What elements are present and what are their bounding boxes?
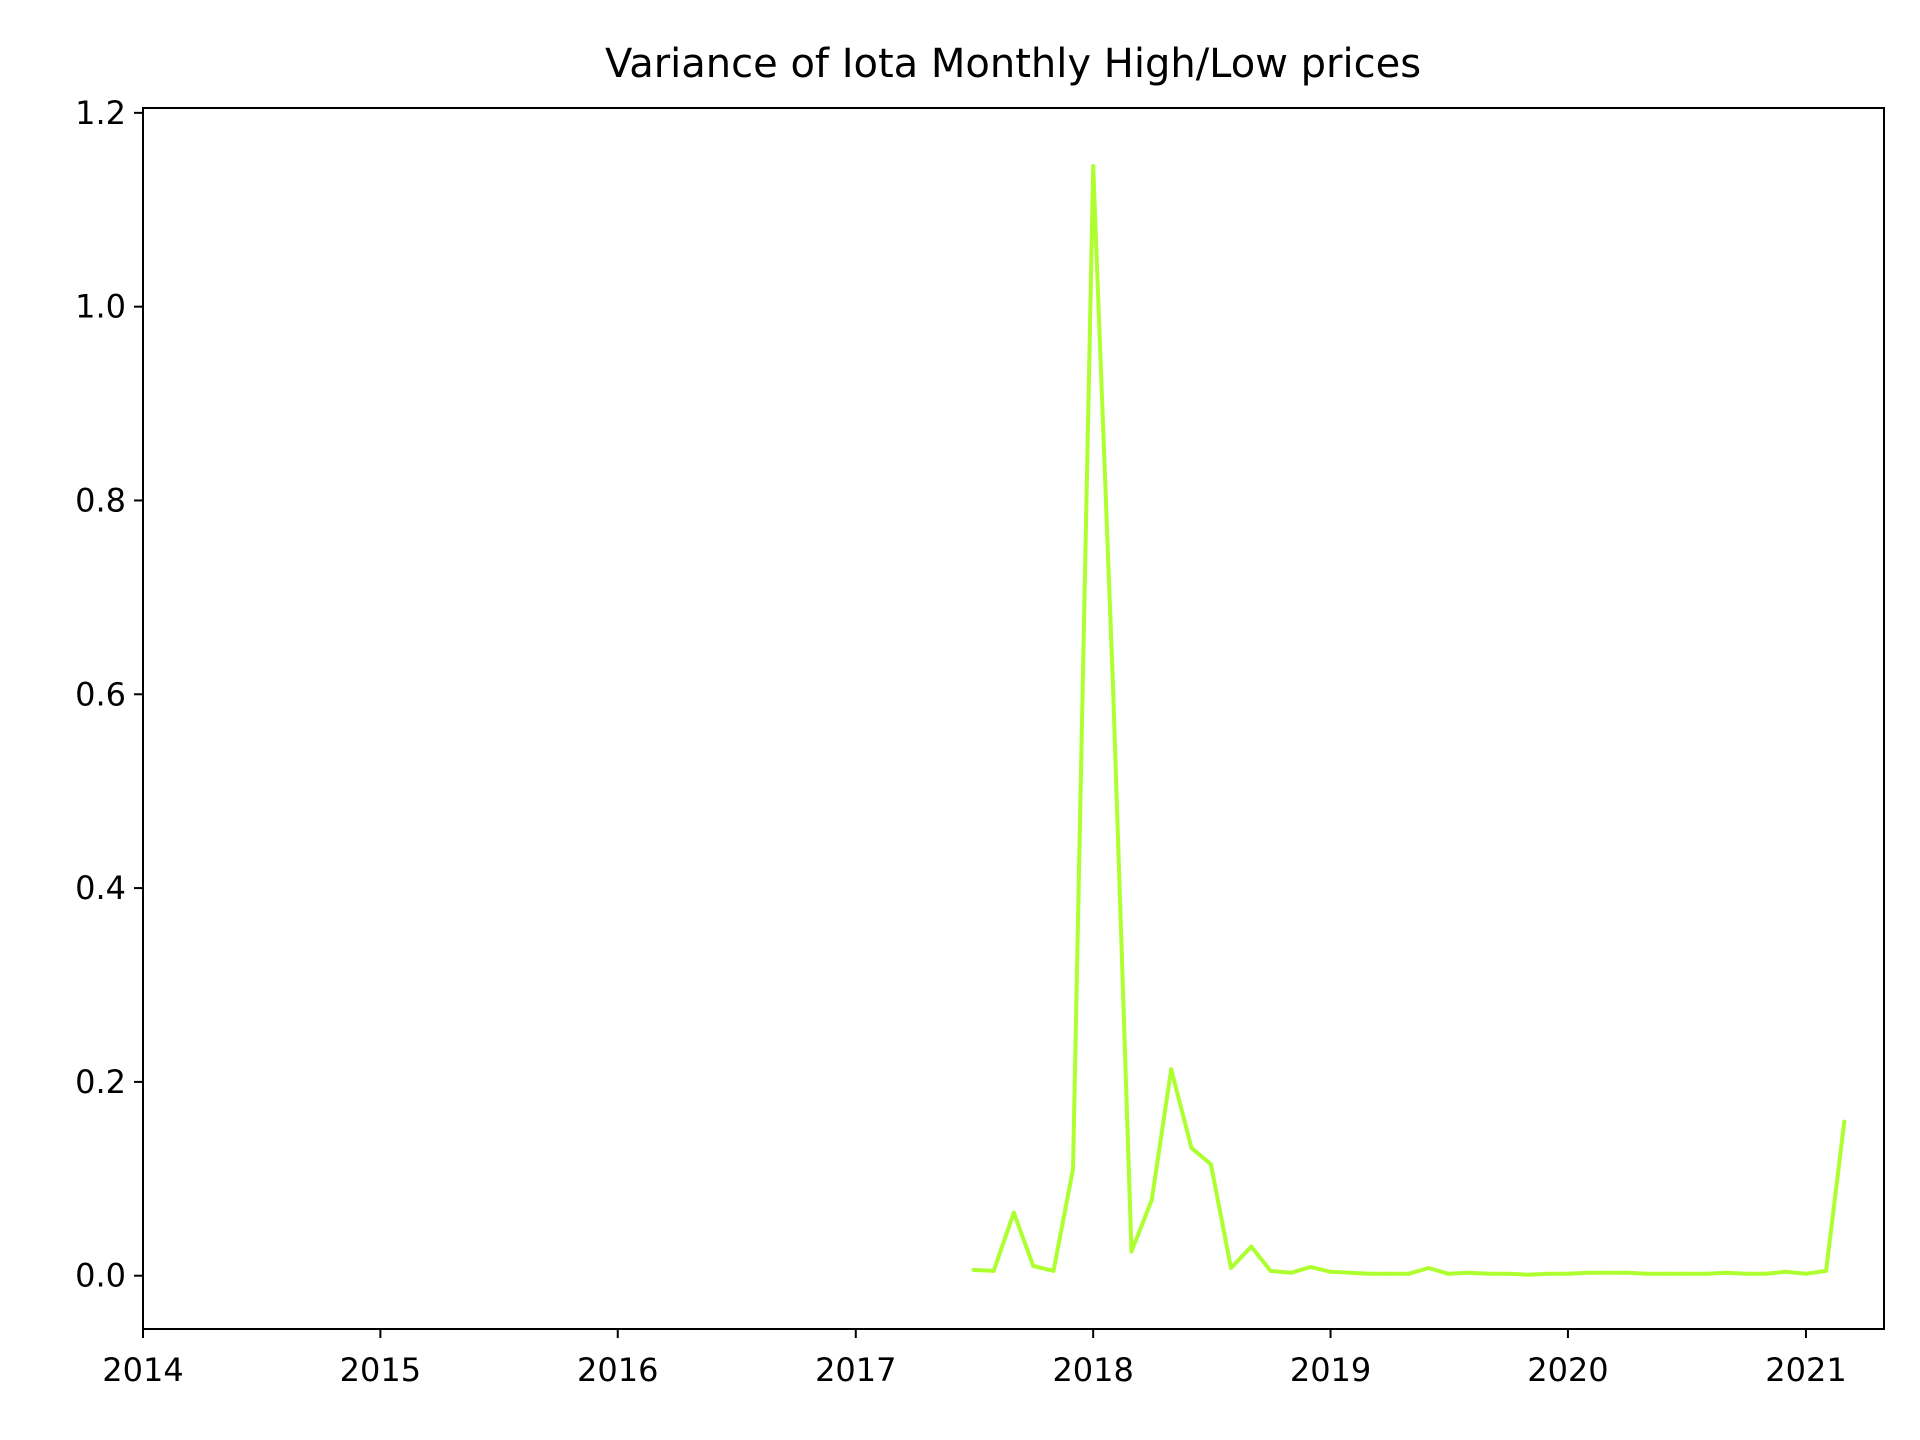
data-point xyxy=(1071,1167,1076,1172)
x-tick-label: 2018 xyxy=(1052,1351,1133,1389)
data-point xyxy=(1506,1271,1511,1276)
data-point xyxy=(1268,1268,1273,1273)
data-point xyxy=(1644,1271,1649,1276)
data-point xyxy=(1091,164,1096,169)
data-point xyxy=(1526,1272,1531,1277)
plot-area-frame xyxy=(142,107,1885,1330)
y-tick-label: 0.8 xyxy=(75,481,126,519)
x-tick-label: 2020 xyxy=(1527,1351,1608,1389)
data-point xyxy=(1783,1269,1788,1274)
x-tick-label: 2021 xyxy=(1765,1351,1846,1389)
chart-title: Variance of Iota Monthly High/Low prices xyxy=(605,41,1421,87)
data-point xyxy=(1229,1265,1234,1270)
data-point xyxy=(1129,1249,1134,1254)
x-tick-label: 2015 xyxy=(340,1351,421,1389)
data-point xyxy=(1764,1271,1769,1276)
y-tick-label: 0.4 xyxy=(75,869,126,907)
data-point xyxy=(1328,1269,1333,1274)
data-point xyxy=(1208,1162,1213,1167)
data-point xyxy=(1565,1271,1570,1276)
y-tick-label: 1.0 xyxy=(75,288,126,326)
series-line xyxy=(973,164,1847,1277)
data-point xyxy=(1466,1270,1471,1275)
data-point xyxy=(1348,1270,1353,1275)
data-point xyxy=(1426,1265,1431,1270)
data-point xyxy=(1604,1270,1609,1275)
data-point xyxy=(1051,1268,1056,1273)
data-point xyxy=(1842,1119,1847,1124)
data-point xyxy=(991,1268,996,1273)
x-tick-label: 2016 xyxy=(577,1351,658,1389)
x-tick-label: 2014 xyxy=(102,1351,183,1389)
y-tick-label: 1.2 xyxy=(75,94,126,132)
data-point xyxy=(1111,692,1116,697)
data-point xyxy=(1664,1271,1669,1276)
data-point xyxy=(1486,1271,1491,1276)
data-point xyxy=(1684,1271,1689,1276)
x-tick-label: 2019 xyxy=(1290,1351,1371,1389)
data-point xyxy=(1704,1271,1709,1276)
data-point xyxy=(1189,1145,1194,1150)
y-tick-label: 0.0 xyxy=(75,1257,126,1295)
data-point xyxy=(1625,1270,1630,1275)
data-point xyxy=(1011,1210,1016,1215)
data-point xyxy=(1366,1271,1371,1276)
data-point xyxy=(1169,1067,1174,1072)
data-point xyxy=(1288,1270,1293,1275)
data-point xyxy=(1387,1271,1392,1276)
data-point xyxy=(1824,1268,1829,1273)
data-point xyxy=(1545,1271,1550,1276)
data-point xyxy=(1031,1264,1036,1269)
data-point xyxy=(971,1267,976,1272)
data-point xyxy=(1724,1270,1729,1275)
data-point xyxy=(1149,1198,1154,1203)
x-tick-label: 2017 xyxy=(815,1351,896,1389)
y-tick-label: 0.6 xyxy=(75,675,126,713)
data-point xyxy=(1446,1271,1451,1276)
data-point xyxy=(1803,1271,1808,1276)
data-point xyxy=(1406,1271,1411,1276)
data-point xyxy=(1249,1244,1254,1249)
data-point xyxy=(1744,1271,1749,1276)
data-point xyxy=(1586,1270,1591,1275)
y-tick-label: 0.2 xyxy=(75,1063,126,1101)
data-point xyxy=(1308,1264,1313,1269)
